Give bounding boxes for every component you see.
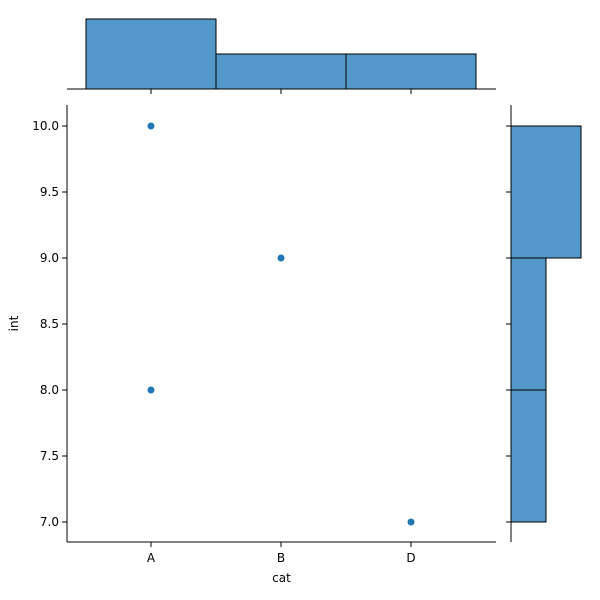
scatter-plot-area: A B D 7.0 7.5 8.0 8.5 9.0 9.5 10.0 cat int <box>7 105 496 585</box>
scatter-point <box>407 518 415 526</box>
y-tick-label: 7.5 <box>40 449 59 463</box>
marginal-x-bar <box>215 53 347 90</box>
marginal-x-histogram <box>67 18 496 94</box>
scatter-point <box>277 254 285 262</box>
x-tick-label: A <box>147 551 156 565</box>
marginal-y-bar <box>510 125 582 259</box>
marginal-x-bar <box>345 53 477 90</box>
y-tick-label: 10.0 <box>32 119 59 133</box>
y-tick-label: 9.0 <box>40 251 59 265</box>
scatter-points <box>147 122 415 526</box>
marginal-y-bar <box>510 389 547 523</box>
y-tick-label: 7.0 <box>40 515 59 529</box>
marginal-y-bar <box>510 257 547 391</box>
y-tick-label: 8.0 <box>40 383 59 397</box>
scatter-point <box>147 386 155 394</box>
y-tick-label: 8.5 <box>40 317 59 331</box>
y-tick-label: 9.5 <box>40 185 59 199</box>
y-axis-label: int <box>7 315 21 331</box>
y-ticks: 7.0 7.5 8.0 8.5 9.0 9.5 10.0 <box>32 119 67 529</box>
scatter-point <box>147 122 155 130</box>
x-tick-label: D <box>406 551 415 565</box>
x-axis-label: cat <box>272 571 291 585</box>
marginal-x-bar <box>85 18 217 90</box>
x-tick-label: B <box>277 551 285 565</box>
marginal-y-histogram <box>506 105 582 542</box>
